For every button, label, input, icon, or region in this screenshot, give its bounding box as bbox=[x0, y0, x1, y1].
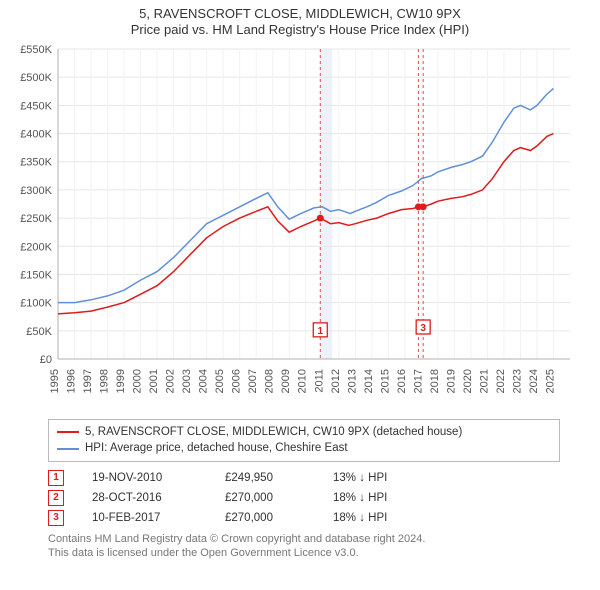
sales-table: 1 19-NOV-2010 £249,950 13% ↓ HPI 2 28-OCT-201… bbox=[48, 468, 560, 528]
x-tick-label: 2000 bbox=[132, 369, 144, 393]
x-tick-label: 1999 bbox=[115, 369, 127, 393]
x-tick-label: 2021 bbox=[478, 369, 490, 393]
footer-line: This data is licensed under the Open Gov… bbox=[48, 546, 560, 560]
x-tick-label: 1998 bbox=[99, 369, 111, 393]
legend-item: HPI: Average price, detached house, Ches… bbox=[57, 440, 551, 457]
y-tick-label: £300K bbox=[20, 184, 52, 196]
y-tick-label: £100K bbox=[20, 297, 52, 309]
legend-swatch bbox=[57, 431, 79, 433]
x-tick-label: 2003 bbox=[181, 369, 193, 393]
chart-area: £0 £50K £100K £150K £200K £250K £300K £350K £400… bbox=[10, 41, 590, 411]
y-tick-label: £250K bbox=[20, 213, 52, 225]
x-tick-label: 2014 bbox=[363, 369, 375, 393]
sale-marker-dot bbox=[420, 203, 427, 210]
sale-number-badge: 3 bbox=[48, 510, 64, 526]
x-tick-label: 1995 bbox=[49, 369, 61, 393]
y-tick-label: £450K bbox=[20, 100, 52, 112]
sale-number-badge: 1 bbox=[48, 470, 64, 486]
x-tick-label: 2007 bbox=[247, 369, 259, 393]
x-tick-label: 1996 bbox=[66, 369, 78, 393]
x-tick-label: 2005 bbox=[214, 369, 226, 393]
sale-hpi-diff: 18% ↓ HPI bbox=[333, 512, 387, 524]
sale-price: £270,000 bbox=[225, 492, 305, 504]
y-tick-label: £0 bbox=[40, 354, 52, 366]
y-tick-label: £200K bbox=[20, 241, 52, 253]
legend-item: 5, RAVENSCROFT CLOSE, MIDDLEWICH, CW10 9… bbox=[57, 424, 551, 441]
y-tick-label: £550K bbox=[20, 44, 52, 56]
sale-callout-number: 3 bbox=[420, 323, 426, 334]
sale-price: £249,950 bbox=[225, 472, 305, 484]
x-tick-label: 2024 bbox=[528, 369, 540, 393]
sale-price: £270,000 bbox=[225, 512, 305, 524]
sale-hpi-diff: 18% ↓ HPI bbox=[333, 492, 387, 504]
sale-date: 28-OCT-2016 bbox=[92, 492, 197, 504]
x-tick-label: 2008 bbox=[264, 369, 276, 393]
sale-row: 2 28-OCT-2016 £270,000 18% ↓ HPI bbox=[48, 488, 560, 508]
sale-number-badge: 2 bbox=[48, 490, 64, 506]
sale-date: 19-NOV-2010 bbox=[92, 472, 197, 484]
x-tick-label: 2009 bbox=[280, 369, 292, 393]
legend-label: HPI: Average price, detached house, Ches… bbox=[85, 440, 348, 457]
x-tick-label: 2020 bbox=[462, 369, 474, 393]
x-tick-label: 2004 bbox=[198, 369, 210, 393]
y-tick-label: £150K bbox=[20, 269, 52, 281]
y-tick-label: £50K bbox=[26, 325, 52, 337]
attribution-footer: Contains HM Land Registry data © Crown c… bbox=[48, 532, 560, 561]
x-tick-label: 2012 bbox=[330, 369, 342, 393]
line-chart-svg: £0 £50K £100K £150K £200K £250K £300K £350K £400… bbox=[10, 41, 590, 411]
x-tick-label: 2023 bbox=[511, 369, 523, 393]
legend-label: 5, RAVENSCROFT CLOSE, MIDDLEWICH, CW10 9… bbox=[85, 424, 462, 441]
sale-date: 10-FEB-2017 bbox=[92, 512, 197, 524]
x-tick-label: 2022 bbox=[495, 369, 507, 393]
legend-swatch bbox=[57, 448, 79, 450]
y-tick-label: £500K bbox=[20, 72, 52, 84]
legend: 5, RAVENSCROFT CLOSE, MIDDLEWICH, CW10 9… bbox=[48, 419, 560, 462]
x-tick-label: 2001 bbox=[148, 369, 160, 393]
y-tick-label: £350K bbox=[20, 156, 52, 168]
sale-hpi-diff: 13% ↓ HPI bbox=[333, 472, 387, 484]
x-tick-label: 1997 bbox=[82, 369, 94, 393]
y-tick-label: £400K bbox=[20, 128, 52, 140]
x-tick-label: 2017 bbox=[412, 369, 424, 393]
x-tick-label: 2013 bbox=[346, 369, 358, 393]
sale-marker-dot bbox=[317, 214, 324, 221]
x-tick-label: 2025 bbox=[544, 369, 556, 393]
x-tick-label: 2019 bbox=[445, 369, 457, 393]
sale-row: 1 19-NOV-2010 £249,950 13% ↓ HPI bbox=[48, 468, 560, 488]
x-tick-label: 2018 bbox=[429, 369, 441, 393]
chart-subtitle: Price paid vs. HM Land Registry's House … bbox=[0, 22, 600, 40]
x-tick-label: 2006 bbox=[231, 369, 243, 393]
chart-title: 5, RAVENSCROFT CLOSE, MIDDLEWICH, CW10 9… bbox=[0, 0, 600, 22]
x-tick-label: 2011 bbox=[313, 369, 325, 393]
x-tick-label: 2010 bbox=[297, 369, 309, 393]
sale-row: 3 10-FEB-2017 £270,000 18% ↓ HPI bbox=[48, 508, 560, 528]
sale-callout-number: 1 bbox=[317, 325, 323, 336]
x-tick-label: 2015 bbox=[379, 369, 391, 393]
x-tick-label: 2016 bbox=[396, 369, 408, 393]
x-tick-label: 2002 bbox=[165, 369, 177, 393]
footer-line: Contains HM Land Registry data © Crown c… bbox=[48, 532, 560, 546]
